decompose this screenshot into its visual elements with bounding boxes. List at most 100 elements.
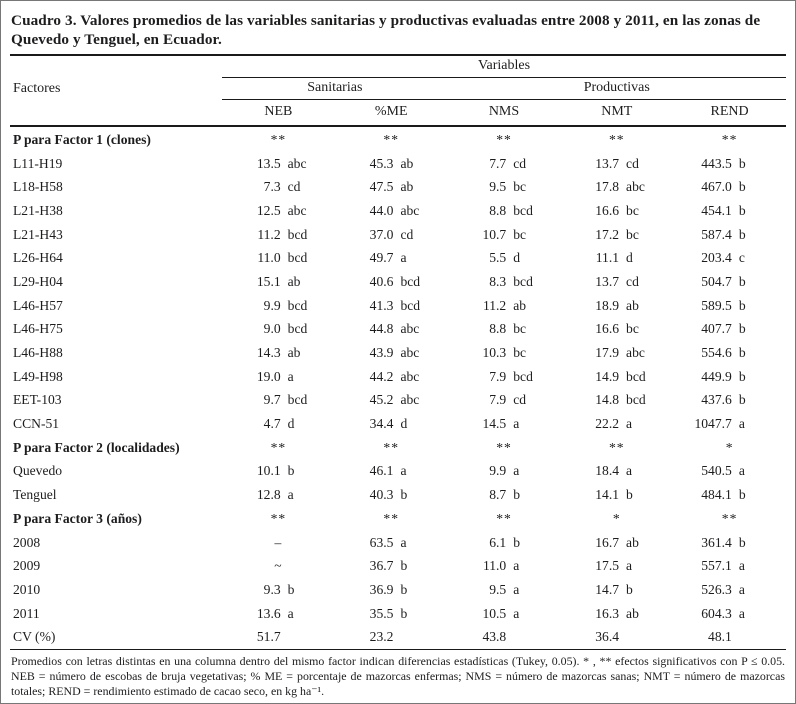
cell-value: 16.6	[595, 321, 620, 337]
tukey-letters: a	[287, 605, 294, 621]
table-row: P para Factor 2 (localidades) ** ** ** ** *	[10, 436, 786, 460]
tukey-letters: b	[513, 487, 521, 503]
tukey-letters: bc	[513, 345, 527, 361]
table-cell: **	[673, 511, 786, 527]
tukey-letters: abc	[287, 155, 307, 171]
significance-mark: *	[725, 439, 734, 455]
table-row: 2010 9.3 b 36.9 b 9.5 a 14.7 b 526.3 a	[10, 578, 786, 602]
tukey-letters: ab	[626, 297, 639, 313]
table-cell: 16.6 bc	[560, 203, 673, 219]
cell-value: 7.7	[489, 155, 507, 171]
tukey-letters: b	[738, 321, 746, 337]
tukey-letters: a	[287, 487, 294, 503]
row-label: L46-H88	[13, 345, 63, 361]
table-cell: 35.5 b	[335, 606, 448, 622]
tukey-letters: bcd	[513, 202, 533, 218]
table-cell: 41.3 bcd	[335, 298, 448, 314]
tukey-letters: a	[400, 534, 407, 550]
cell-value: 36.4	[595, 629, 620, 645]
row-label: L49-H98	[13, 368, 63, 384]
table-cell: **	[560, 440, 673, 456]
cell-value: 14.9	[595, 368, 620, 384]
table-cell: 9.9 a	[448, 463, 561, 479]
table-cell: 7.9 bcd	[448, 369, 561, 385]
row-label: 2010	[13, 581, 41, 597]
table-row: L21-H43 11.2 bcd 37.0 cd 10.7 bc 17.2 bc 587.4 b	[10, 223, 786, 247]
cell-value: 19.0	[256, 368, 281, 384]
row-label: L26-H64	[13, 250, 63, 266]
table-cell: 43.8	[448, 629, 561, 645]
table-row: L46-H75 9.0 bcd 44.8 abc 8.8 bc 16.6 bc 407.7 b	[10, 318, 786, 342]
table-cell: 587.4 b	[673, 227, 786, 243]
tukey-letters: ab	[513, 297, 527, 313]
cell-value: 437.6	[701, 392, 732, 408]
significance-mark: ~	[274, 558, 283, 574]
tukey-letters: b	[738, 297, 746, 313]
cell-value: 10.1	[256, 463, 281, 479]
table-cell: 17.9 abc	[560, 345, 673, 361]
tukey-letters: b	[738, 155, 746, 171]
column-header-nms: NMS	[488, 104, 520, 119]
table-cell: 11.2 bcd	[222, 227, 335, 243]
tukey-letters: a	[626, 416, 633, 432]
cell-value: 604.3	[701, 605, 732, 621]
cell-value: 23.2	[369, 629, 394, 645]
table-row: EET-103 9.7 bcd 45.2 abc 7.9 cd 14.8 bcd 437.6 b	[10, 389, 786, 413]
table-cell: 16.3 ab	[560, 606, 673, 622]
tukey-letters: b	[738, 226, 746, 242]
cell-value: 44.8	[369, 321, 394, 337]
table-cell: 47.5 ab	[335, 179, 448, 195]
table-cell: 8.3 bcd	[448, 274, 561, 290]
significance-mark: **	[496, 131, 512, 147]
table-row: 2009 ~36.7 b 11.0 a 17.5 a 557.1 a	[10, 554, 786, 578]
table-caption: Cuadro 3. Valores promedios de las varia…	[11, 12, 761, 48]
table-row: 2011 13.6 a 35.5 b 10.5 a 16.3 ab 604.3 a	[10, 602, 786, 626]
table-cell: 14.3 ab	[222, 345, 335, 361]
table-row: P para Factor 3 (años) ** ** ** * **	[10, 507, 786, 531]
header-group-sanitarias: Sanitarias	[222, 78, 448, 100]
cell-value: 203.4	[701, 250, 732, 266]
tukey-letters: bcd	[400, 273, 421, 289]
table-cell: 7.3 cd	[222, 179, 335, 195]
table-cell: 44.2 abc	[335, 369, 448, 385]
cell-value: 14.8	[595, 392, 620, 408]
cell-value: 443.5	[701, 155, 732, 171]
cell-value: 557.1	[701, 558, 732, 574]
table-row: CCN-51 4.7 d 34.4 d 14.5 a 22.2 a 1047.7 a	[10, 412, 786, 436]
significance-mark: –	[274, 534, 283, 550]
table-cell: 36.4	[560, 629, 673, 645]
cell-value: 449.9	[701, 368, 732, 384]
table-cell: 484.1 b	[673, 487, 786, 503]
cell-value: 63.5	[369, 534, 394, 550]
table-cell: 51.7	[222, 629, 335, 645]
tukey-letters: b	[287, 463, 295, 479]
tukey-letters: bcd	[513, 273, 533, 289]
table-cell: 18.9 ab	[560, 298, 673, 314]
row-label: CV (%)	[13, 629, 56, 645]
table-cell: **	[448, 440, 561, 456]
cell-value: 44.0	[369, 202, 394, 218]
table-cell: 12.5 abc	[222, 203, 335, 219]
table-cell: 12.8 a	[222, 487, 335, 503]
tukey-letters: cd	[287, 179, 301, 195]
row-label: 2011	[13, 605, 40, 621]
tukey-letters: b	[738, 487, 746, 503]
table-row: L26-H64 11.0 bcd 49.7 a 5.5 d 11.1 d 203.4 c	[10, 246, 786, 270]
significance-mark: **	[721, 131, 738, 147]
table-cell: 589.5 b	[673, 298, 786, 314]
table-cell: 14.8 bcd	[560, 392, 673, 408]
table-cell: 45.3 ab	[335, 156, 448, 172]
table-cell: 15.1 ab	[222, 274, 335, 290]
cell-value: 14.3	[256, 345, 281, 361]
cell-value: 13.5	[256, 155, 281, 171]
header-factores: Factores	[13, 80, 61, 96]
table-cell: 43.9 abc	[335, 345, 448, 361]
tukey-letters: a	[738, 463, 745, 479]
cell-value: 43.8	[482, 629, 507, 645]
cell-value: 14.7	[595, 581, 620, 597]
tukey-letters: bc	[626, 202, 639, 218]
tukey-letters: bc	[513, 321, 527, 337]
cell-value: 10.3	[482, 345, 507, 361]
table-cell: **	[448, 511, 561, 527]
cell-value: 9.5	[489, 179, 507, 195]
